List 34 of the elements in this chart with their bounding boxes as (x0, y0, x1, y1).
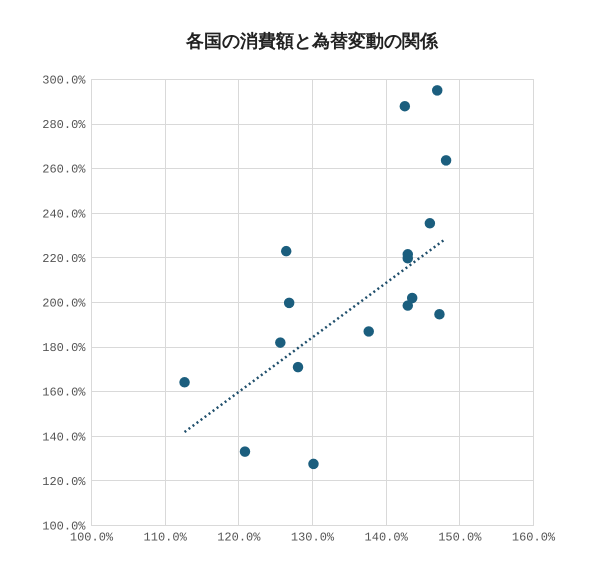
point (308, 458, 319, 470)
point (275, 337, 286, 348)
point (440, 155, 452, 166)
x-tick-label: 140.0% (364, 530, 409, 544)
x-tick-label: 110.0% (144, 530, 188, 544)
point (363, 326, 374, 337)
y-tick-label: 180.0% (42, 341, 86, 356)
point (400, 100, 410, 112)
point (292, 362, 304, 372)
y-tick-label: 140.0% (42, 430, 86, 444)
x-tick-label: 150.0% (438, 530, 482, 544)
point (434, 309, 445, 320)
y-tick-label: 260.0% (42, 162, 86, 177)
x-tick-label: 120.0% (217, 530, 262, 544)
point (240, 446, 250, 457)
y-tick-label: 240.0% (42, 207, 86, 222)
y-tick-label: 200.0% (42, 296, 86, 310)
x-tick-label: 160.0% (512, 530, 556, 544)
point (284, 298, 294, 308)
y-tick-label: 120.0% (42, 474, 86, 489)
x-tick-label: 100.0% (70, 530, 114, 544)
point (179, 377, 190, 388)
point (402, 300, 414, 311)
point (406, 292, 418, 304)
point (280, 246, 292, 256)
y-tick-label: 160.0% (42, 386, 86, 400)
chart-title: 各国の消費額と為替変動の関係 (185, 31, 439, 52)
y-tick-label: 220.0% (42, 252, 86, 266)
y-tick-label: 300.0% (42, 74, 86, 88)
point (424, 218, 436, 229)
y-tick-label: 100.0% (42, 520, 86, 534)
x-tick-label: 130.0% (290, 530, 335, 544)
point (432, 85, 442, 96)
y-tick-label: 280.0% (42, 118, 86, 132)
